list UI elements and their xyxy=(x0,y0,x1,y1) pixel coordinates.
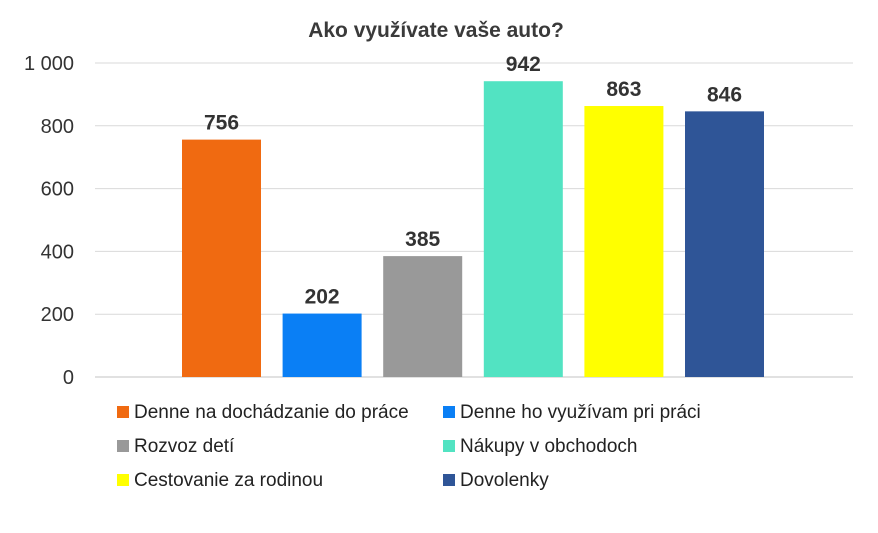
legend-label: Denne ho využívam pri práci xyxy=(460,402,701,423)
legend-label: Dovolenky xyxy=(460,470,549,491)
bar xyxy=(685,111,764,377)
bar xyxy=(483,81,563,377)
bar xyxy=(383,256,463,377)
data-label: 202 xyxy=(305,286,340,309)
data-label: 863 xyxy=(606,78,641,101)
data-label: 942 xyxy=(506,53,541,76)
legend-label: Rozvoz detí xyxy=(134,436,235,457)
legend-label: Cestovanie za rodinou xyxy=(134,470,323,491)
y-tick-label: 600 xyxy=(41,179,74,201)
legend-swatch xyxy=(443,474,455,486)
y-tick-label: 0 xyxy=(63,367,74,389)
legend-label: Denne na dochádzanie do práce xyxy=(134,402,409,423)
bars xyxy=(182,81,764,377)
bar xyxy=(584,106,664,377)
bar xyxy=(182,139,261,377)
y-tick-label: 1 000 xyxy=(24,53,74,75)
y-tick-label: 400 xyxy=(41,241,74,263)
legend: Denne na dochádzanie do práce Denne ho vy… xyxy=(117,402,701,491)
y-axis-ticks: 0 200 400 600 800 1 000 xyxy=(24,53,74,389)
y-tick-label: 800 xyxy=(41,116,74,138)
data-label: 385 xyxy=(405,228,440,251)
legend-swatch xyxy=(117,440,129,452)
legend-swatch xyxy=(443,406,455,418)
legend-label: Nákupy v obchodoch xyxy=(460,436,637,457)
chart-title: Ako využívate vaše auto? xyxy=(308,19,564,42)
legend-swatch xyxy=(117,406,129,418)
data-labels: 756 202 385 942 863 846 xyxy=(204,53,742,308)
bar xyxy=(282,313,362,377)
legend-swatch xyxy=(117,474,129,486)
data-label: 756 xyxy=(204,112,239,135)
y-tick-label: 200 xyxy=(41,304,74,326)
data-label: 846 xyxy=(707,83,742,106)
legend-swatch xyxy=(443,440,455,452)
